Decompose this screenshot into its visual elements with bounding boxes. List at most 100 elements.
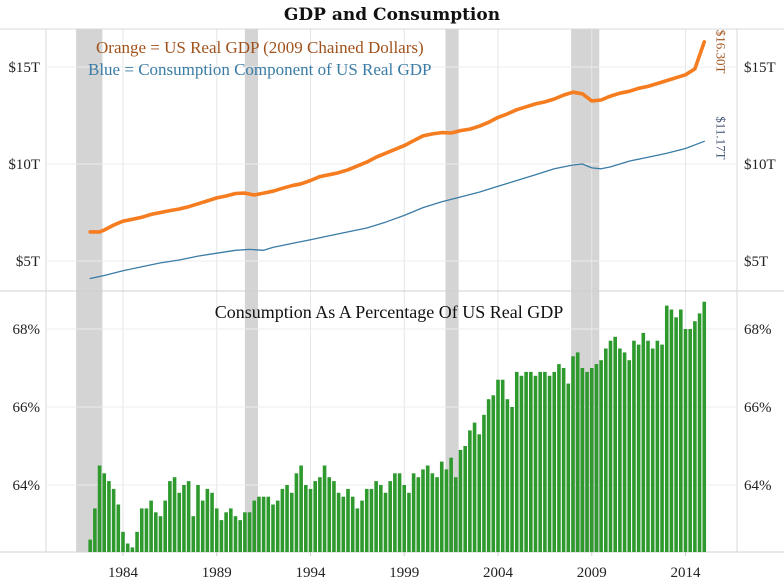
bar [388, 481, 392, 552]
bar [219, 520, 224, 552]
bar [111, 488, 116, 552]
bar [416, 477, 421, 552]
bar [411, 473, 416, 552]
y-tick-label-left: 68% [13, 322, 41, 338]
bar [618, 348, 622, 552]
bar [407, 492, 411, 552]
bar [679, 309, 683, 552]
bar [271, 504, 275, 552]
bar [482, 414, 486, 552]
bar [393, 473, 397, 552]
bar [229, 508, 233, 552]
bar [636, 344, 641, 552]
bar [421, 469, 425, 552]
bar [322, 465, 327, 552]
bottom-panel: 64% 64% 66% 66% 68% 68% 1984 1989 1994 1999 2004 20… [0, 301, 784, 581]
bar [383, 492, 388, 552]
bar [177, 492, 182, 552]
bar [599, 360, 603, 552]
bar [247, 512, 252, 552]
bar [139, 508, 144, 552]
bar [641, 332, 646, 552]
bar [163, 500, 167, 552]
bar [519, 375, 524, 552]
bar [336, 492, 341, 552]
bar [224, 512, 228, 552]
bar [210, 492, 214, 552]
bar [285, 485, 289, 552]
bar [346, 488, 350, 552]
x-tick-label: 2004 [483, 565, 514, 581]
bar [257, 496, 261, 552]
legend-consumption: Blue = Consumption Component of US Real … [88, 60, 431, 79]
bar [318, 477, 322, 552]
bar [627, 360, 632, 552]
legend-gdp: Orange = US Real GDP (2009 Chained Dolla… [96, 38, 424, 57]
bar [510, 407, 514, 552]
bar [144, 508, 149, 552]
y-tick-label-right: 66% [744, 400, 772, 416]
bar [200, 500, 205, 552]
x-tick-label: 1999 [389, 565, 419, 581]
bar [439, 461, 444, 552]
y-tick-label-left: 66% [13, 400, 41, 416]
bar [669, 309, 674, 552]
bar [289, 492, 294, 552]
gdp-line [88, 39, 707, 234]
bar [702, 301, 707, 552]
bar [97, 465, 102, 552]
bar [533, 375, 538, 552]
bar [379, 485, 383, 552]
bar [589, 368, 594, 552]
bar [463, 446, 467, 552]
bar-chart-title: Consumption As A Percentage Of US Real G… [215, 302, 564, 322]
bar [505, 399, 510, 552]
bar [135, 531, 139, 552]
x-tick-label: 1989 [202, 565, 232, 581]
bar [491, 395, 496, 552]
bar [566, 383, 571, 552]
bar [543, 371, 547, 552]
bar [449, 457, 453, 552]
bar [604, 348, 608, 552]
bar [88, 539, 92, 552]
bar [693, 321, 697, 552]
bar [121, 531, 125, 552]
bar [172, 477, 177, 552]
bar [477, 434, 482, 552]
bar [186, 481, 191, 552]
consumption-line [89, 140, 705, 280]
y-tick-label-right: 68% [744, 322, 772, 338]
bar [594, 364, 599, 552]
bar [496, 379, 500, 552]
bar [561, 368, 566, 552]
bar [308, 488, 313, 552]
bar [360, 500, 364, 552]
bar [280, 488, 285, 552]
bar [313, 481, 317, 552]
bar [154, 512, 158, 552]
bar [243, 512, 247, 552]
bar [557, 364, 561, 552]
bar [688, 329, 692, 552]
bar [252, 500, 257, 552]
x-tick-label: 1994 [296, 565, 327, 581]
bar [238, 520, 242, 552]
bar [650, 348, 655, 552]
bar [425, 465, 430, 552]
bar [444, 469, 449, 552]
bar [107, 481, 111, 552]
bar [660, 344, 664, 552]
bar [116, 504, 121, 552]
bar [294, 473, 299, 552]
bar [655, 340, 660, 552]
bar [547, 375, 552, 552]
consumption-end-label: $11.17T [713, 116, 728, 159]
bar [585, 371, 589, 552]
bar [697, 313, 702, 552]
bar [327, 477, 332, 552]
bar [350, 496, 355, 552]
bar [266, 496, 271, 552]
bar [683, 329, 688, 552]
bar [299, 465, 303, 552]
